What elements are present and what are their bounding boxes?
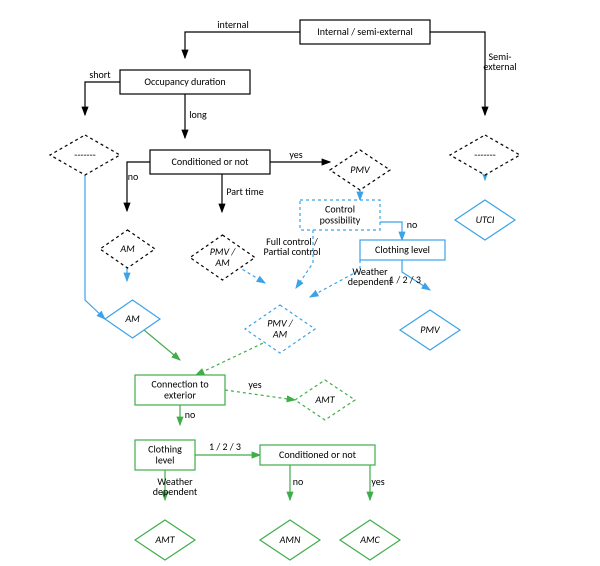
edge-18 [225, 390, 295, 400]
node-n_d_empty2: ------- [450, 135, 520, 175]
node-label: AM [119, 242, 135, 255]
node-label: AM [272, 328, 288, 341]
node-n_d_amt1: AMT [295, 380, 355, 420]
node-label: ------- [74, 148, 95, 161]
node-n_d_pmvam1: PMV /AM [190, 235, 255, 280]
node-n_cloth_green: Clothinglevel [135, 440, 195, 470]
node-label: level [156, 454, 175, 467]
edge-label: dependent [153, 485, 198, 498]
edge-label: short [89, 68, 111, 81]
node-n_d_pmvam2: PMV /AM [245, 305, 315, 353]
node-label: ------- [474, 148, 495, 161]
node-n_ctrl: Controlpossibility [300, 200, 380, 230]
node-n_d_pmv_blue: PMV [400, 310, 460, 350]
node-n_d_am2: AM [105, 300, 160, 338]
edge-label: Part time [226, 185, 263, 198]
edge-0 [185, 32, 300, 58]
edge-label: 1 / 2 / 3 [209, 440, 241, 453]
nodes-layer: Internal / semi-external Occupancy durati… [50, 20, 520, 560]
node-n_d_pmv_top: PMV [330, 150, 390, 190]
edge-label: long [189, 108, 207, 121]
node-label: Clothing level [375, 243, 430, 256]
node-label: exterior [164, 389, 196, 402]
node-label: AMT [314, 393, 335, 406]
edge-1 [430, 32, 485, 115]
node-n_connext: Connection toexterior [135, 375, 225, 405]
edge-label: external [483, 60, 516, 73]
node-n_cond: Conditioned or not [150, 150, 270, 174]
node-n_d_amt2: AMT [135, 520, 195, 560]
node-label: AMN [279, 533, 301, 546]
node-n_root: Internal / semi-external [300, 20, 430, 44]
edge-2 [85, 82, 120, 115]
node-label: possibility [320, 214, 361, 227]
node-label: Conditioned or not [172, 155, 250, 168]
edge-label: no [407, 218, 418, 231]
edge-label: dependent [348, 275, 393, 288]
node-label: Occupancy duration [144, 75, 225, 88]
edge-label: Partial control [264, 245, 321, 258]
node-n_cond2: Conditioned or not [260, 445, 375, 465]
edge-label: 1 / 2 / 3 [389, 273, 421, 286]
flowchart-canvas: internalSemi-externalshortlongnoyesPart … [0, 0, 600, 566]
edge-label: no [185, 408, 196, 421]
node-n_d_amn: AMN [260, 520, 320, 560]
node-n_d_utci: UTCI [455, 200, 515, 240]
edge-8 [380, 222, 402, 240]
node-label: Conditioned or not [279, 448, 357, 461]
node-n_d_am1: AM [100, 230, 155, 268]
edge-13 [85, 155, 105, 319]
node-label: UTCI [476, 213, 495, 226]
node-n_occdur: Occupancy duration [120, 70, 250, 94]
edge-label: yes [289, 148, 302, 161]
node-label: Internal / semi-external [317, 25, 413, 38]
node-label: AM [124, 312, 140, 325]
node-label: AMT [154, 533, 175, 546]
node-label: PMV [420, 323, 441, 336]
node-label: PMV [350, 163, 371, 176]
edge-label: internal [217, 18, 249, 31]
node-label: AM [214, 256, 230, 269]
node-n_d_empty1: ------- [50, 135, 120, 175]
edge-label: no [128, 170, 139, 183]
edge-label: yes [248, 378, 261, 391]
edge-label: yes [371, 475, 384, 488]
node-n_cloth_blue: Clothing level [360, 240, 445, 260]
edge-label: no [293, 475, 304, 488]
node-label: AMC [359, 533, 380, 546]
node-n_d_amc: AMC [340, 520, 400, 560]
